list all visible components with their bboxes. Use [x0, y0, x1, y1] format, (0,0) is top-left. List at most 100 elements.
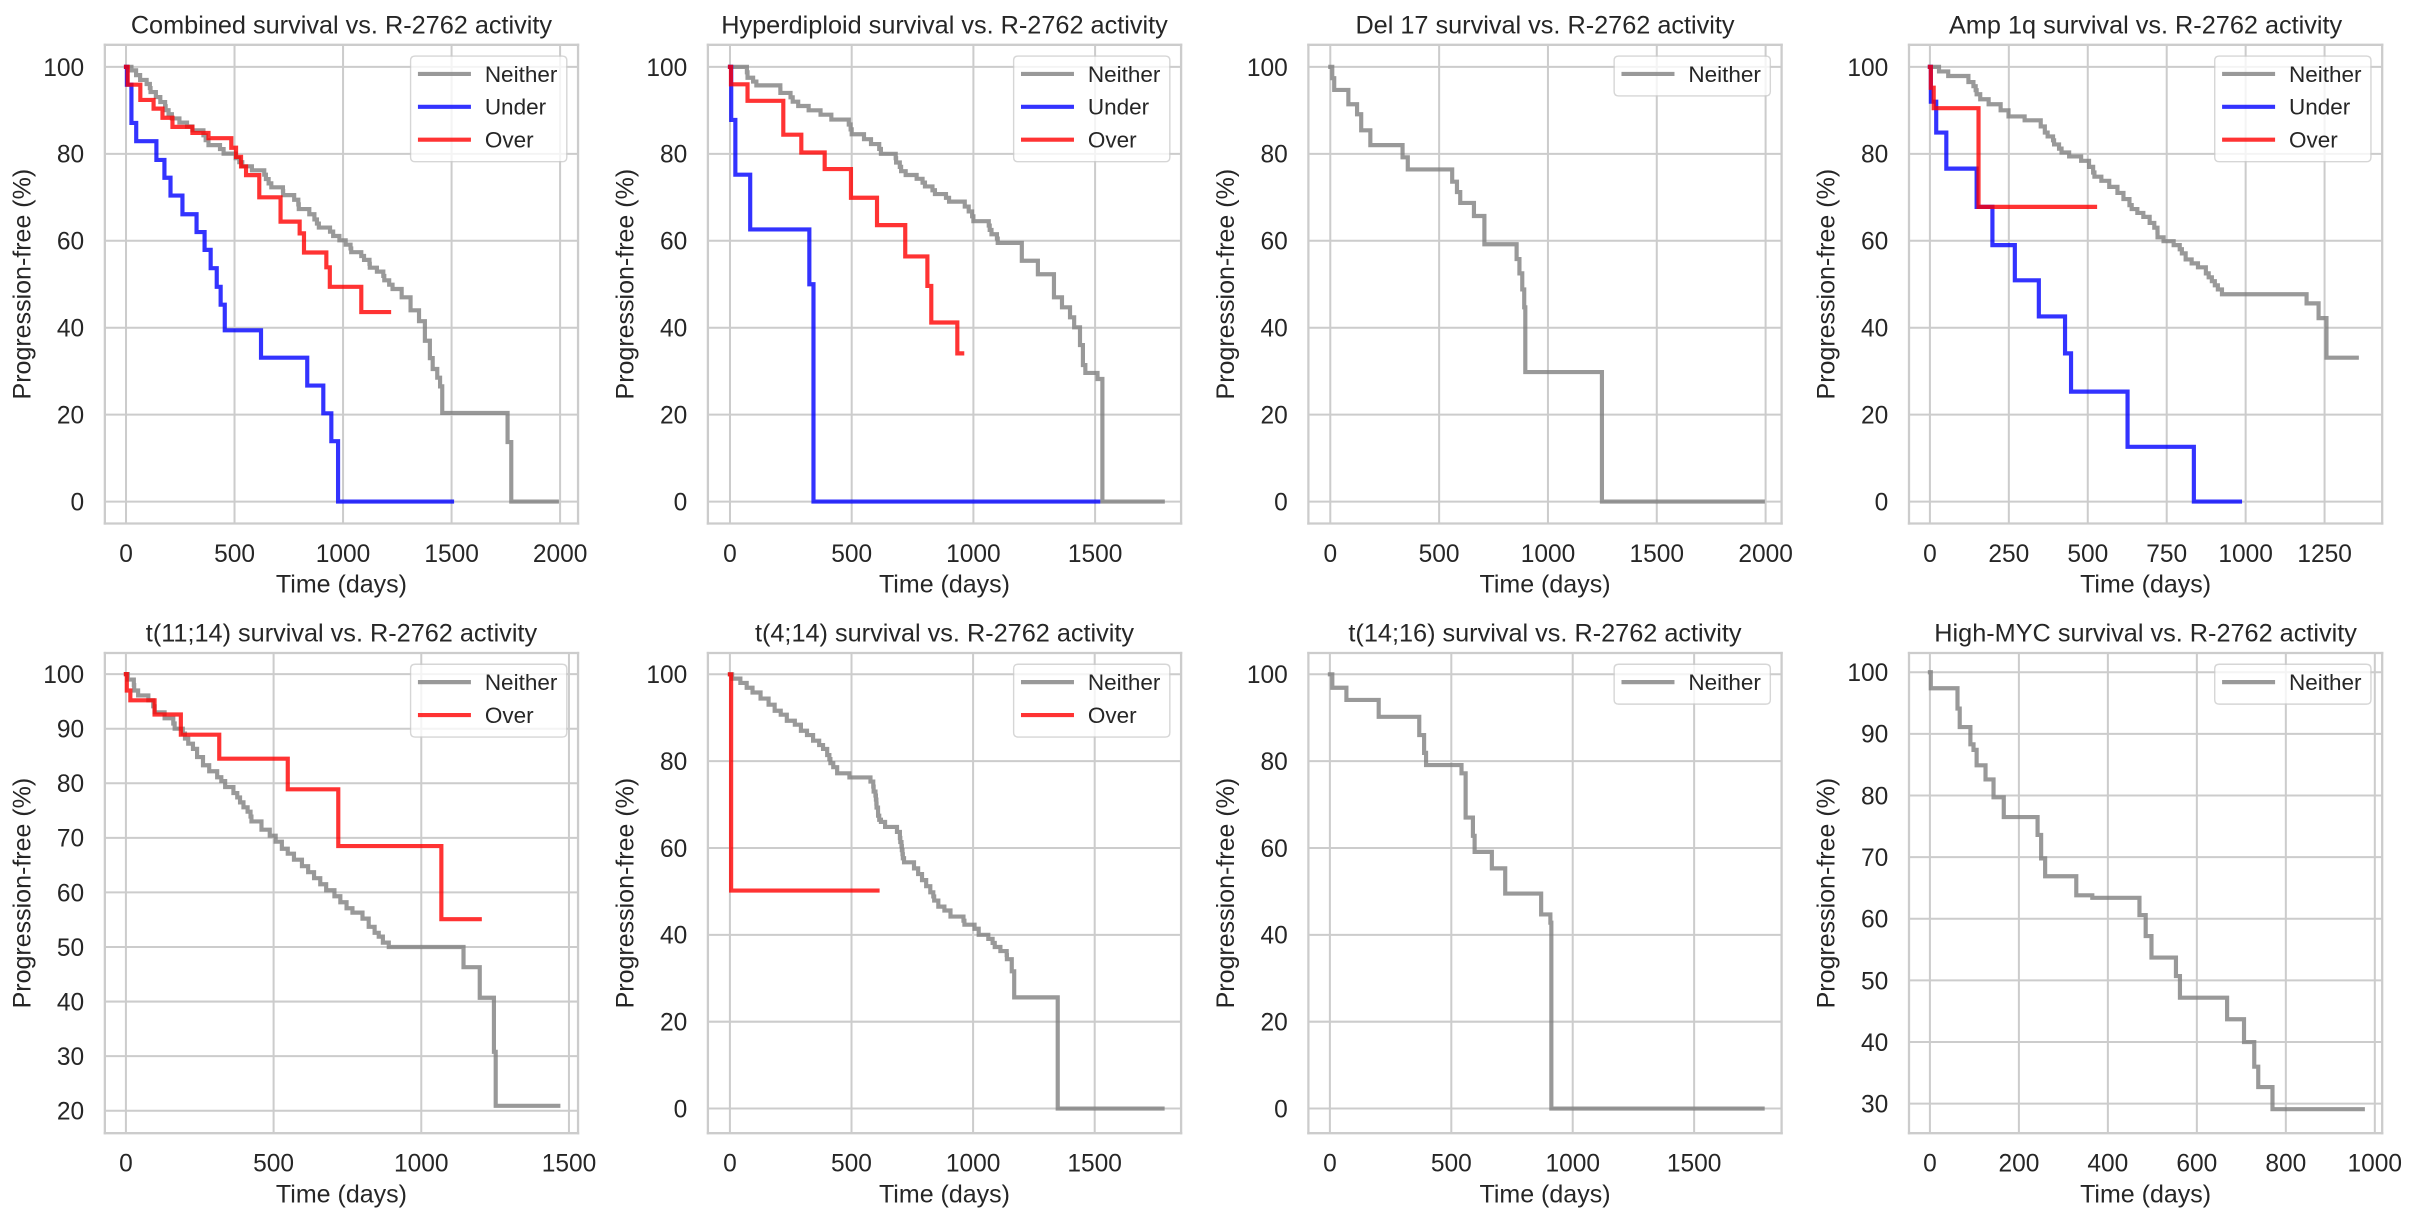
- svg-text:200: 200: [1998, 1151, 2039, 1178]
- svg-text:Over: Over: [1088, 128, 1137, 153]
- svg-text:100: 100: [646, 55, 687, 82]
- svg-text:20: 20: [57, 403, 84, 430]
- svg-text:0: 0: [723, 1151, 737, 1178]
- svg-text:50: 50: [1861, 968, 1888, 995]
- svg-text:40: 40: [1260, 316, 1287, 343]
- svg-text:Over: Over: [1088, 703, 1137, 728]
- svg-text:Time (days): Time (days): [2080, 1180, 2211, 1208]
- svg-text:Under: Under: [485, 95, 547, 120]
- svg-text:100: 100: [646, 662, 687, 689]
- svg-text:1500: 1500: [1067, 1151, 1122, 1178]
- svg-text:1500: 1500: [1630, 541, 1685, 568]
- svg-text:800: 800: [2265, 1151, 2306, 1178]
- svg-text:80: 80: [660, 142, 687, 169]
- svg-text:Time (days): Time (days): [276, 1180, 407, 1208]
- svg-text:500: 500: [831, 1151, 872, 1178]
- svg-text:60: 60: [57, 229, 84, 256]
- svg-text:90: 90: [1861, 722, 1888, 749]
- svg-text:90: 90: [57, 717, 84, 744]
- svg-text:80: 80: [660, 749, 687, 776]
- svg-text:100: 100: [1247, 662, 1288, 689]
- svg-text:80: 80: [1260, 142, 1287, 169]
- svg-text:Time (days): Time (days): [1479, 571, 1610, 599]
- svg-text:100: 100: [1247, 55, 1288, 82]
- svg-text:1000: 1000: [1521, 541, 1576, 568]
- svg-text:100: 100: [43, 662, 84, 689]
- svg-text:t(4;14) survival vs. R-2762 ac: t(4;14) survival vs. R-2762 activity: [755, 619, 1134, 647]
- svg-text:Neither: Neither: [485, 62, 558, 87]
- svg-text:60: 60: [1260, 229, 1287, 256]
- svg-text:500: 500: [253, 1151, 294, 1178]
- svg-text:1000: 1000: [316, 541, 371, 568]
- svg-text:Neither: Neither: [2289, 62, 2362, 87]
- svg-text:0: 0: [723, 541, 737, 568]
- svg-text:0: 0: [1274, 489, 1288, 516]
- svg-text:20: 20: [660, 403, 687, 430]
- svg-text:Neither: Neither: [1088, 62, 1161, 87]
- svg-text:600: 600: [2176, 1151, 2217, 1178]
- svg-text:High-MYC survival vs. R-2762 a: High-MYC survival vs. R-2762 activity: [1934, 619, 2357, 647]
- svg-text:Under: Under: [1088, 95, 1150, 120]
- svg-text:0: 0: [1323, 541, 1337, 568]
- svg-text:40: 40: [660, 316, 687, 343]
- svg-text:0: 0: [1923, 541, 1937, 568]
- svg-text:500: 500: [831, 541, 872, 568]
- svg-text:0: 0: [1274, 1096, 1288, 1123]
- svg-text:Del 17 survival vs. R-2762 act: Del 17 survival vs. R-2762 activity: [1355, 11, 1734, 39]
- svg-text:20: 20: [1260, 1010, 1287, 1037]
- svg-text:Progression-free (%): Progression-free (%): [1212, 778, 1240, 1009]
- svg-text:1000: 1000: [946, 541, 1001, 568]
- svg-text:Time (days): Time (days): [276, 571, 407, 599]
- svg-text:2000: 2000: [1738, 541, 1793, 568]
- svg-text:2000: 2000: [533, 541, 588, 568]
- svg-text:Neither: Neither: [485, 670, 558, 695]
- svg-text:20: 20: [1260, 403, 1287, 430]
- svg-text:500: 500: [2067, 541, 2108, 568]
- svg-text:30: 30: [57, 1044, 84, 1071]
- svg-text:Progression-free (%): Progression-free (%): [1212, 169, 1240, 400]
- svg-text:t(14;16) survival vs. R-2762 a: t(14;16) survival vs. R-2762 activity: [1348, 619, 1742, 647]
- svg-text:Neither: Neither: [2289, 670, 2362, 695]
- svg-text:70: 70: [57, 826, 84, 853]
- svg-text:50: 50: [57, 935, 84, 962]
- svg-text:40: 40: [57, 316, 84, 343]
- svg-text:1500: 1500: [1667, 1151, 1722, 1178]
- svg-text:80: 80: [57, 142, 84, 169]
- svg-text:20: 20: [660, 1010, 687, 1037]
- svg-text:Time (days): Time (days): [879, 571, 1010, 599]
- svg-text:250: 250: [1988, 541, 2029, 568]
- svg-text:0: 0: [119, 541, 133, 568]
- svg-text:60: 60: [57, 880, 84, 907]
- svg-text:1000: 1000: [2218, 541, 2273, 568]
- svg-text:Amp 1q survival vs. R-2762 act: Amp 1q survival vs. R-2762 activity: [1949, 11, 2343, 39]
- svg-text:40: 40: [1260, 923, 1287, 950]
- svg-text:Progression-free (%): Progression-free (%): [611, 169, 639, 400]
- svg-text:20: 20: [1861, 403, 1888, 430]
- svg-text:Neither: Neither: [1088, 670, 1161, 695]
- svg-text:Neither: Neither: [1688, 670, 1761, 695]
- svg-text:0: 0: [119, 1151, 133, 1178]
- svg-text:500: 500: [1419, 541, 1460, 568]
- svg-text:Time (days): Time (days): [1479, 1180, 1610, 1208]
- svg-text:Time (days): Time (days): [879, 1180, 1010, 1208]
- svg-text:80: 80: [1260, 749, 1287, 776]
- svg-text:60: 60: [1260, 836, 1287, 863]
- svg-text:400: 400: [2087, 1151, 2128, 1178]
- svg-text:100: 100: [43, 55, 84, 82]
- svg-text:Progression-free (%): Progression-free (%): [1813, 778, 1841, 1009]
- svg-text:Progression-free (%): Progression-free (%): [8, 169, 36, 400]
- svg-text:60: 60: [1861, 907, 1888, 934]
- svg-text:100: 100: [1847, 55, 1888, 82]
- svg-text:Neither: Neither: [1688, 62, 1761, 87]
- svg-text:80: 80: [1861, 783, 1888, 810]
- svg-text:1000: 1000: [394, 1151, 449, 1178]
- svg-text:80: 80: [57, 771, 84, 798]
- svg-text:30: 30: [1861, 1092, 1888, 1119]
- svg-text:0: 0: [1923, 1151, 1937, 1178]
- svg-text:1000: 1000: [946, 1151, 1001, 1178]
- svg-text:1000: 1000: [2348, 1151, 2403, 1178]
- svg-text:Time (days): Time (days): [2080, 571, 2211, 599]
- svg-text:1500: 1500: [1068, 541, 1123, 568]
- svg-text:0: 0: [674, 489, 688, 516]
- svg-text:0: 0: [1323, 1151, 1337, 1178]
